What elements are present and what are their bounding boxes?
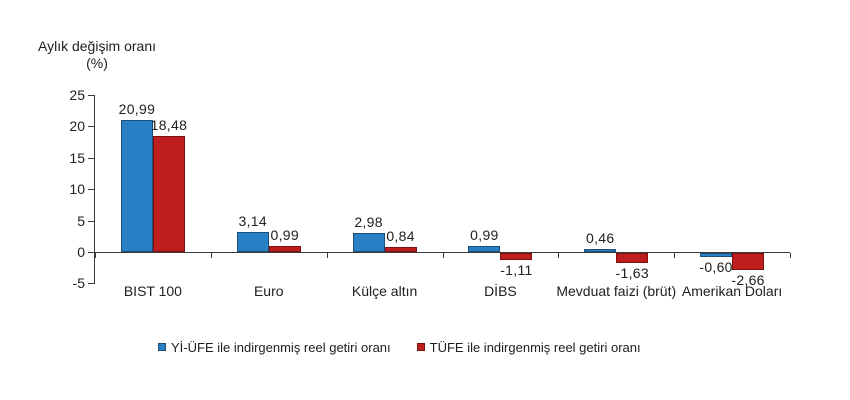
bar-value-label: -2,66 — [731, 271, 765, 288]
y-tick — [88, 157, 95, 159]
bar — [268, 245, 301, 252]
legend-label: TÜFE ile indirgenmiş reel getiri oranı — [429, 339, 641, 355]
bar — [616, 253, 649, 264]
x-tick — [674, 253, 676, 258]
x-tick — [442, 253, 444, 258]
category-label: Külçe altın — [351, 283, 418, 300]
bar-value-label: -1,11 — [500, 261, 533, 278]
bar — [384, 246, 417, 252]
bar — [584, 249, 617, 252]
y-tick — [88, 283, 95, 285]
legend-item: Yİ-ÜFE ile indirgenmiş reel getiri oranı — [158, 340, 391, 355]
bar-value-label: 0,84 — [386, 227, 415, 244]
y-tick-label: 20 — [69, 118, 85, 135]
category-label: Euro — [253, 283, 284, 300]
y-tick-label: 0 — [77, 244, 85, 260]
bar-value-label: 0,99 — [470, 226, 499, 243]
y-tick-label: 10 — [69, 181, 85, 198]
category-label: Mevduat faizi (brüt) — [556, 283, 677, 300]
bar — [468, 245, 501, 252]
x-tick — [210, 253, 212, 258]
bar-value-label: 18,48 — [150, 116, 188, 133]
y-axis-title: Aylık değişim oranı (%) — [38, 38, 157, 71]
bar-value-label: 3,14 — [238, 213, 267, 230]
x-tick — [95, 253, 96, 258]
y-tick — [88, 220, 95, 222]
bar — [732, 253, 765, 270]
bar-value-label: 0,99 — [270, 226, 299, 243]
x-axis — [95, 252, 790, 253]
legend-item: TÜFE ile indirgenmiş reel getiri oranı — [416, 339, 641, 355]
y-tick — [88, 252, 95, 253]
bar — [700, 253, 733, 257]
bar — [236, 232, 269, 252]
y-tick-label: -5 — [72, 275, 85, 292]
bar-value-label: -0,60 — [699, 258, 733, 275]
x-tick — [558, 253, 560, 258]
y-tick — [88, 126, 95, 128]
legend-swatch-icon — [416, 343, 425, 351]
y-tick-label: 25 — [69, 87, 85, 103]
bar-value-label: 0,46 — [586, 230, 615, 247]
y-tick-label: 15 — [69, 149, 85, 166]
bar — [500, 253, 533, 260]
bar — [152, 135, 185, 252]
x-tick — [326, 253, 328, 258]
bar — [352, 233, 385, 252]
y-tick-label: 5 — [77, 212, 85, 229]
category-label: BIST 100 — [123, 283, 182, 300]
y-tick — [88, 95, 95, 96]
bar-value-label: 2,98 — [354, 214, 383, 231]
legend: Yİ-ÜFE ile indirgenmiş reel getiri oranı… — [158, 338, 641, 356]
bar-value-label: -1,63 — [615, 265, 649, 282]
category-label: DİBS — [484, 283, 517, 300]
x-tick — [790, 253, 791, 258]
legend-swatch-icon — [158, 343, 166, 351]
legend-label: Yİ-ÜFE ile indirgenmiş reel getiri oranı — [171, 339, 391, 355]
category-label: Amerikan Doları — [681, 283, 783, 300]
y-tick — [88, 189, 95, 191]
bar-value-label: 20,99 — [118, 101, 156, 118]
bar — [120, 120, 153, 252]
